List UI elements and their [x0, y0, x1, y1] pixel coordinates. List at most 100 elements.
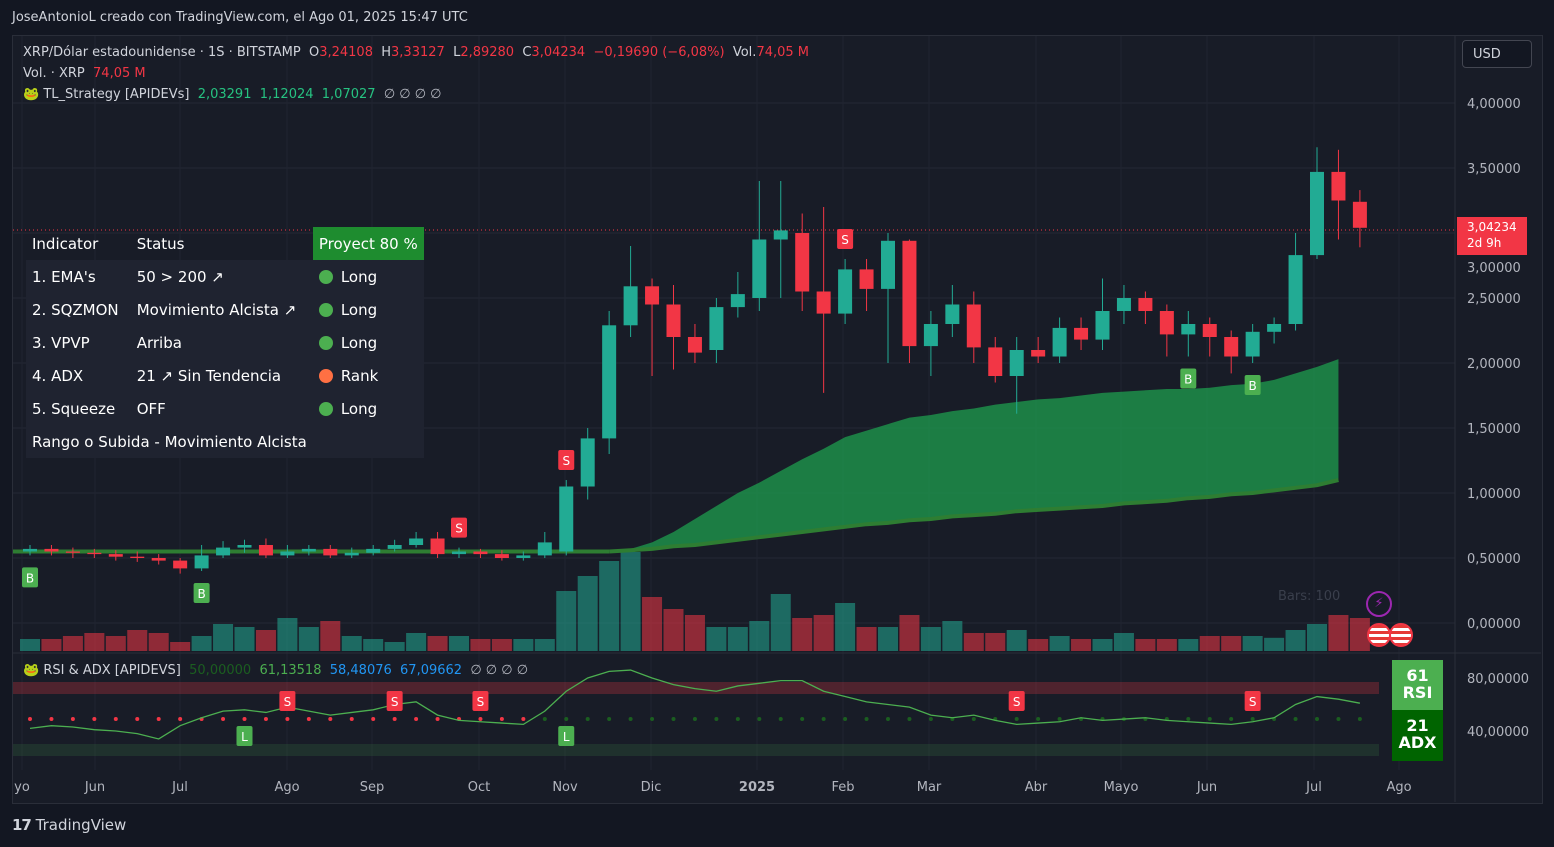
- candle-body: [795, 233, 810, 292]
- volume-bar: [942, 621, 963, 651]
- volume-indicator-value: 74,05 M: [93, 66, 146, 81]
- rsi-short-signal: [279, 691, 296, 711]
- status-dot-icon: [318, 302, 333, 317]
- y-tick-label: 0,50000: [1467, 552, 1521, 567]
- candle-body: [988, 347, 1003, 376]
- x-tick-label: Abr: [1025, 780, 1048, 795]
- adx-dot: [349, 717, 354, 721]
- adx-dot: [821, 717, 826, 721]
- candle-body: [580, 438, 595, 487]
- candle-body: [1331, 171, 1346, 201]
- candle-body: [859, 269, 874, 289]
- candle-body: [1267, 324, 1282, 332]
- volume-bar: [20, 639, 40, 651]
- volume-bar: [277, 618, 298, 651]
- low-label: L: [453, 45, 461, 60]
- adx-dot: [778, 717, 783, 721]
- signal-label: S: [1249, 695, 1257, 709]
- table-row: 3. VPVP Arriba Long: [26, 326, 424, 359]
- x-tick-label: Mayo: [1104, 780, 1139, 795]
- legend-volume[interactable]: Vol. · XRP 74,05 M: [23, 66, 146, 81]
- indicator-signal: Long: [340, 300, 378, 319]
- open-value: 3,24108: [319, 45, 373, 60]
- adx-dot: [499, 717, 504, 721]
- volume-bar: [1328, 615, 1349, 651]
- adx-dot: [178, 717, 183, 721]
- candle-body: [344, 552, 359, 556]
- adx-dot: [1057, 717, 1062, 721]
- adx-dot: [542, 717, 547, 721]
- rsi-long-signal: [236, 726, 253, 746]
- candle-body: [645, 286, 660, 305]
- adx-dot: [221, 717, 226, 721]
- volume-bar: [1071, 639, 1092, 651]
- adx-dot: [1357, 717, 1362, 721]
- adx-dot: [70, 717, 75, 721]
- volume-bar: [127, 630, 148, 651]
- tradingview-logo[interactable]: 17 TradingView: [12, 816, 126, 834]
- adx-dot: [1250, 717, 1255, 721]
- rsi-value: 67,09662: [400, 663, 463, 678]
- adx-dot: [49, 717, 54, 721]
- volume-bar: [363, 639, 384, 651]
- candle-body: [838, 269, 853, 314]
- indicator-signal: Rank: [340, 366, 379, 385]
- symbol-label[interactable]: XRP/Dólar estadounidense · 1S · BITSTAMP: [23, 45, 301, 60]
- candle-body: [280, 551, 295, 556]
- rsi-badge-label: RSI: [1402, 683, 1433, 702]
- currency-button[interactable]: USD: [1462, 40, 1532, 68]
- candle-body: [87, 552, 102, 555]
- adx-dot: [435, 717, 440, 721]
- us-flag-event-icon[interactable]: [1389, 623, 1413, 647]
- indicator-status: Movimiento Alcista ↗: [130, 293, 313, 326]
- rsi-nulls: ∅ ∅ ∅ ∅: [470, 663, 529, 678]
- volume-bar: [513, 639, 534, 651]
- volume-bar: [770, 594, 791, 651]
- strategy-nulls: ∅ ∅ ∅ ∅: [383, 87, 442, 102]
- volume-bar: [534, 639, 555, 651]
- volume-bar: [878, 627, 898, 651]
- candle-body: [23, 548, 37, 552]
- candle-body: [1138, 298, 1153, 311]
- volume-bar: [427, 636, 448, 651]
- adx-dot: [135, 717, 140, 721]
- adx-dot: [971, 717, 976, 721]
- us-flag-event-icon[interactable]: [1367, 623, 1391, 647]
- volume-bar: [1113, 633, 1134, 651]
- lightning-icon[interactable]: ⚡: [1366, 591, 1392, 617]
- x-tick-label: Ago: [1386, 780, 1411, 795]
- adx-dot: [92, 717, 97, 721]
- adx-dot: [28, 717, 32, 721]
- adx-dot: [735, 717, 740, 721]
- x-tick-label: yo: [14, 780, 30, 795]
- volume-bar: [148, 633, 169, 651]
- signal-label: S: [477, 695, 485, 709]
- table-footer: Rango o Subida - Movimiento Alcista: [26, 425, 313, 458]
- candle-body: [881, 240, 895, 289]
- status-dot-icon: [318, 269, 333, 284]
- adx-dot: [242, 717, 247, 721]
- legend-strategy[interactable]: 🐸 TL_Strategy [APIDEVs] 2,03291 1,12024 …: [23, 87, 442, 102]
- adx-dot: [628, 717, 633, 721]
- buy-signal: [1244, 375, 1261, 395]
- candle-body: [1159, 311, 1174, 335]
- candle-body: [1245, 331, 1260, 357]
- volume-bar: [1156, 639, 1177, 651]
- candle-body: [1224, 337, 1239, 357]
- indicator-table: Indicator Status Proyect 80 % 1. EMA's 50 >…: [26, 227, 424, 458]
- adx-dot: [1229, 717, 1234, 721]
- indicator-name: 1. EMA's: [26, 260, 131, 293]
- y-tick-label: 2,50000: [1467, 292, 1521, 307]
- volume-bar: [191, 636, 212, 651]
- legend-rsi[interactable]: 🐸 RSI & ADX [APIDEVS] 50,00000 61,13518 …: [23, 663, 528, 678]
- adx-dot: [521, 717, 526, 721]
- candle-body: [1352, 201, 1367, 228]
- candle-body: [902, 240, 917, 347]
- adx-dot: [156, 717, 161, 721]
- x-tick-label: Jun: [84, 780, 105, 795]
- buy-signal: [22, 567, 38, 588]
- volume-bar: [1028, 639, 1049, 651]
- signal-label: B: [26, 571, 34, 585]
- candle-body: [1288, 255, 1303, 324]
